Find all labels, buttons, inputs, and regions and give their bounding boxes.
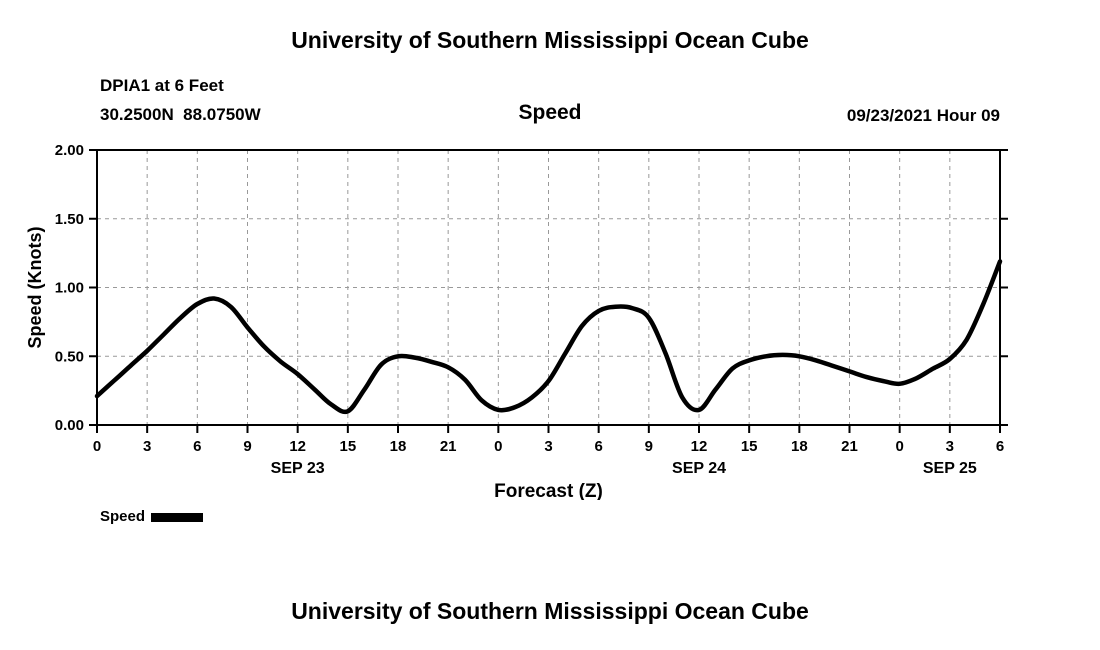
svg-text:12: 12 — [691, 438, 708, 455]
svg-text:6: 6 — [193, 438, 201, 455]
svg-text:18: 18 — [791, 438, 808, 455]
axis-ticks — [89, 149, 1008, 433]
speed-series-line — [94, 259, 1003, 415]
plot-border — [96, 149, 1001, 426]
legend: Speed — [100, 508, 204, 525]
svg-text:18: 18 — [390, 438, 407, 455]
gridlines — [97, 150, 1000, 425]
station-label: DPIA1 at 6 Feet — [100, 76, 224, 95]
svg-text:0: 0 — [93, 438, 101, 455]
svg-text:1.50: 1.50 — [55, 211, 84, 228]
date-labels: SEP 23 SEP 24 SEP 25 — [271, 460, 977, 477]
y-tick-labels: 0.00 0.50 1.00 1.50 2.00 — [55, 142, 84, 434]
chart-title: Speed — [518, 101, 582, 124]
run-datetime: 09/23/2021 Hour 09 — [846, 106, 1000, 125]
y-axis-title: Speed (Knots) — [25, 226, 45, 348]
svg-text:0.50: 0.50 — [55, 348, 84, 365]
bottom-title: University of Southern Mississippi Ocean… — [291, 598, 809, 624]
svg-text:9: 9 — [243, 438, 251, 455]
svg-text:SEP 25: SEP 25 — [923, 460, 977, 477]
svg-text:6: 6 — [996, 438, 1004, 455]
speed-forecast-chart: 0.00 0.50 1.00 1.50 2.00 0 3 6 9 12 15 18 21 0 3 6 9 12 15… — [25, 142, 1008, 500]
top-title: University of Southern Mississippi Ocean… — [291, 27, 809, 53]
svg-text:6: 6 — [594, 438, 602, 455]
svg-text:21: 21 — [841, 438, 858, 455]
svg-text:0: 0 — [895, 438, 903, 455]
svg-text:21: 21 — [440, 438, 457, 455]
legend-label: Speed — [100, 508, 146, 525]
svg-text:3: 3 — [544, 438, 552, 455]
svg-text:SEP 24: SEP 24 — [672, 460, 726, 477]
svg-text:9: 9 — [645, 438, 653, 455]
x-tick-labels: 0 3 6 9 12 15 18 21 0 3 6 9 12 15 18 21 0 3 6 — [93, 438, 1004, 455]
svg-text:3: 3 — [143, 438, 151, 455]
x-axis-title: Forecast (Z) — [494, 481, 603, 500]
svg-text:15: 15 — [741, 438, 758, 455]
svg-text:15: 15 — [339, 438, 356, 455]
coordinates-label: 30.2500N 88.0750W — [100, 105, 261, 124]
svg-text:12: 12 — [289, 438, 306, 455]
svg-text:0.00: 0.00 — [55, 417, 84, 434]
svg-text:2.00: 2.00 — [55, 142, 84, 159]
svg-text:0: 0 — [494, 438, 502, 455]
svg-text:SEP 23: SEP 23 — [271, 460, 325, 477]
svg-text:3: 3 — [946, 438, 954, 455]
legend-line-swatch — [151, 513, 204, 522]
svg-text:1.00: 1.00 — [55, 280, 84, 297]
